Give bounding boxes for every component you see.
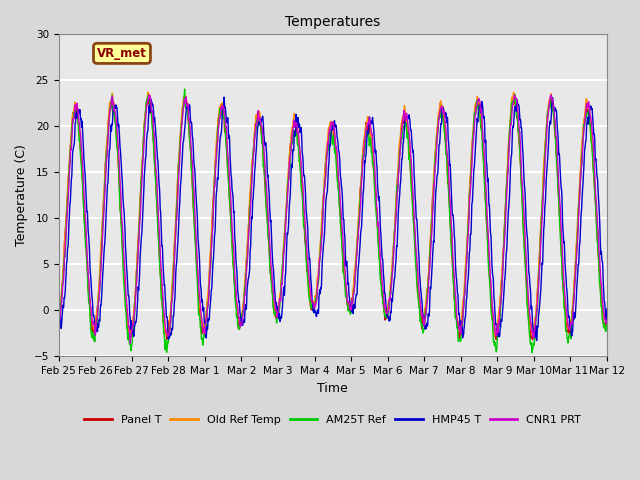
CNR1 PRT — [603, 320, 611, 326]
HMP45 T — [361, 161, 369, 167]
Panel T — [55, 312, 63, 317]
Old Ref Temp — [493, 324, 500, 329]
AM25T Ref — [361, 146, 369, 152]
Panel T — [555, 201, 563, 207]
HMP45 T — [55, 320, 63, 325]
Panel T — [492, 337, 500, 343]
Old Ref Temp — [349, 288, 357, 294]
HMP45 T — [220, 95, 228, 100]
AM25T Ref — [570, 289, 578, 295]
Panel T — [529, 337, 536, 343]
CNR1 PRT — [492, 330, 500, 336]
CNR1 PRT — [55, 312, 63, 318]
Old Ref Temp — [164, 334, 172, 339]
Panel T — [208, 228, 216, 234]
HMP45 T — [570, 316, 578, 322]
Text: VR_met: VR_met — [97, 47, 147, 60]
HMP45 T — [603, 306, 611, 312]
CNR1 PRT — [570, 291, 578, 297]
AM25T Ref — [603, 320, 611, 325]
AM25T Ref — [208, 236, 216, 242]
Panel T — [570, 282, 578, 288]
Panel T — [361, 135, 369, 141]
HMP45 T — [208, 287, 216, 292]
Panel T — [349, 291, 356, 297]
Old Ref Temp — [208, 218, 216, 224]
AM25T Ref — [492, 349, 500, 355]
AM25T Ref — [180, 86, 188, 92]
AM25T Ref — [555, 204, 563, 210]
Panel T — [145, 91, 153, 97]
AM25T Ref — [349, 299, 356, 305]
Old Ref Temp — [55, 308, 63, 313]
Panel T — [603, 319, 611, 324]
AM25T Ref — [55, 321, 63, 327]
CNR1 PRT — [349, 300, 356, 306]
Title: Temperatures: Temperatures — [285, 15, 380, 29]
CNR1 PRT — [127, 340, 134, 346]
Legend: Panel T, Old Ref Temp, AM25T Ref, HMP45 T, CNR1 PRT: Panel T, Old Ref Temp, AM25T Ref, HMP45 … — [80, 410, 586, 429]
AM25T Ref — [528, 350, 536, 356]
Line: Old Ref Temp: Old Ref Temp — [59, 92, 607, 336]
HMP45 T — [555, 152, 563, 157]
CNR1 PRT — [555, 185, 563, 191]
Y-axis label: Temperature (C): Temperature (C) — [15, 144, 28, 246]
HMP45 T — [532, 337, 540, 343]
Line: CNR1 PRT: CNR1 PRT — [59, 95, 607, 343]
CNR1 PRT — [547, 92, 555, 98]
Old Ref Temp — [361, 129, 369, 135]
Line: HMP45 T: HMP45 T — [59, 97, 607, 340]
Line: Panel T: Panel T — [59, 94, 607, 340]
Old Ref Temp — [603, 316, 611, 322]
Old Ref Temp — [570, 278, 578, 284]
Old Ref Temp — [144, 89, 152, 95]
HMP45 T — [492, 322, 500, 328]
Line: AM25T Ref: AM25T Ref — [59, 89, 607, 353]
CNR1 PRT — [208, 240, 216, 246]
CNR1 PRT — [361, 139, 369, 144]
Old Ref Temp — [555, 195, 563, 201]
HMP45 T — [349, 307, 356, 313]
X-axis label: Time: Time — [317, 382, 348, 395]
